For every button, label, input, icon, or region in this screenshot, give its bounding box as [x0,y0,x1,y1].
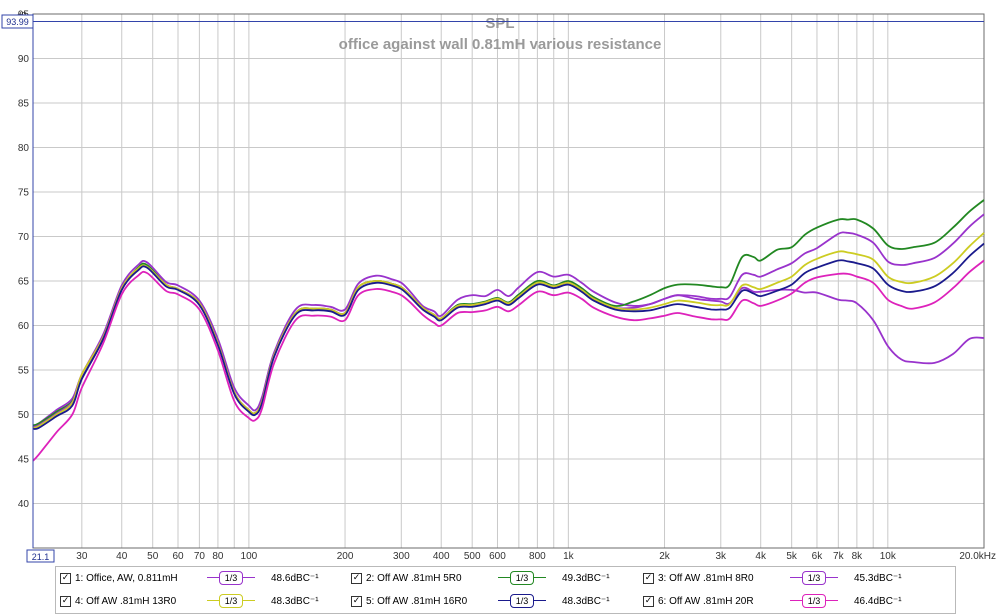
x-tick-label: 50 [147,551,159,562]
x-tick-label: 1k [563,551,575,562]
y-tick-label: 80 [18,143,30,154]
x-tick-label: 5k [786,551,798,562]
series-3-label: 3: Off AW .81mH 8R0 [658,572,754,584]
y-tick-label: 75 [18,188,30,199]
series-2-label: 2: Off AW .81mH 5R0 [366,572,462,584]
x-tick-label: 300 [393,551,410,562]
series-4-smoothing-button[interactable]: 1/3 [207,592,255,610]
series-6-smoothing-label: 1/3 [802,594,826,608]
series-line-6 [32,259,985,462]
series-6-label: 6: Off AW .81mH 20R [658,595,754,607]
x-cursor-box[interactable] [26,549,55,563]
x-tick-label: 60 [172,551,184,562]
series-5-level: 48.3dBC⁻¹ [562,595,610,607]
x-tick-label: 2k [659,551,671,562]
legend-panel: ✓ 1: Office, AW, 0.811mH 1/3 48.6dBC⁻¹ ✓… [55,566,956,614]
series-5-smoothing-button[interactable]: 1/3 [498,592,546,610]
series-2-smoothing-button[interactable]: 1/3 [498,569,546,587]
axis-tick-labels: 4045505560657075808590953040506070801002… [18,10,996,563]
series-2-smoothing-label: 1/3 [510,571,534,585]
series-1-label: 1: Office, AW, 0.811mH [75,572,178,584]
x-tick-label: 30 [76,551,88,562]
series-lines [32,199,985,462]
y-tick-label: 90 [18,54,30,65]
series-line-2 [32,199,985,427]
x-tick-label: 3k [715,551,727,562]
y-tick-label: 45 [18,455,30,466]
x-tick-label: 200 [337,551,354,562]
x-tick-label: 70 [194,551,206,562]
series-2-checkbox[interactable]: ✓ [351,572,362,584]
series-3-smoothing-label: 1/3 [802,571,826,585]
series-5-smoothing-label: 1/3 [510,594,534,608]
series-6-checkbox[interactable]: ✓ [643,595,654,607]
series-4-label: 4: Off AW .81mH 13R0 [75,595,177,607]
x-tick-label: 500 [464,551,481,562]
series-3-level: 45.3dBC⁻¹ [854,572,902,584]
y-tick-label: 55 [18,366,30,377]
legend-item-5[interactable]: ✓ 5: Off AW .81mH 16R0 1/3 48.3dBC⁻¹ [351,592,622,610]
series-line-1 [32,259,985,427]
grid-lines [33,13,984,548]
x-tick-label: 7k [833,551,845,562]
x-tick-label: 800 [529,551,546,562]
x-tick-label: 100 [241,551,258,562]
series-6-smoothing-button[interactable]: 1/3 [790,592,838,610]
x-tick-label: 600 [489,551,506,562]
legend-item-4[interactable]: ✓ 4: Off AW .81mH 13R0 1/3 48.3dBC⁻¹ [60,592,331,610]
legend-item-6[interactable]: ✓ 6: Off AW .81mH 20R 1/3 46.4dBC⁻¹ [643,592,914,610]
series-4-smoothing-label: 1/3 [219,594,243,608]
x-tick-label: 20.0kHz [959,551,996,562]
legend-item-2[interactable]: ✓ 2: Off AW .81mH 5R0 1/3 49.3dBC⁻¹ [351,569,622,587]
x-tick-label: 80 [212,551,224,562]
series-5-checkbox[interactable]: ✓ [351,595,362,607]
series-line-4 [32,232,985,429]
series-2-level: 49.3dBC⁻¹ [562,572,610,584]
chart-title: SPL [485,15,514,32]
x-tick-label: 400 [433,551,450,562]
series-5-label: 5: Off AW .81mH 16R0 [366,595,468,607]
series-3-smoothing-button[interactable]: 1/3 [790,569,838,587]
series-6-level: 46.4dBC⁻¹ [854,595,902,607]
series-1-smoothing-label: 1/3 [219,571,243,585]
chart-subtitle: office against wall 0.81mH various resis… [339,36,662,53]
y-tick-label: 40 [18,499,30,510]
x-tick-label: 4k [755,551,767,562]
series-1-checkbox[interactable]: ✓ [60,572,71,584]
series-1-level: 48.6dBC⁻¹ [271,572,319,584]
series-line-3 [32,213,985,428]
x-tick-label: 6k [812,551,824,562]
x-cursor-value: 21.1 [32,552,50,562]
x-tick-label: 40 [116,551,128,562]
y-tick-label: 60 [18,321,30,332]
x-tick-label: 8k [852,551,864,562]
legend-item-1[interactable]: ✓ 1: Office, AW, 0.811mH 1/3 48.6dBC⁻¹ [60,569,331,587]
x-tick-label: 10k [880,551,897,562]
series-4-checkbox[interactable]: ✓ [60,595,71,607]
series-3-checkbox[interactable]: ✓ [643,572,654,584]
y-tick-label: 85 [18,99,30,110]
legend-item-3[interactable]: ✓ 3: Off AW .81mH 8R0 1/3 45.3dBC⁻¹ [643,569,914,587]
series-1-smoothing-button[interactable]: 1/3 [207,569,255,587]
y-tick-label: 70 [18,232,30,243]
series-line-5 [32,242,985,430]
y-cursor-box[interactable] [1,14,34,29]
y-tick-label: 50 [18,410,30,421]
series-4-level: 48.3dBC⁻¹ [271,595,319,607]
y-tick-label: 65 [18,277,30,288]
y-cursor-value: 93.99 [6,17,29,27]
